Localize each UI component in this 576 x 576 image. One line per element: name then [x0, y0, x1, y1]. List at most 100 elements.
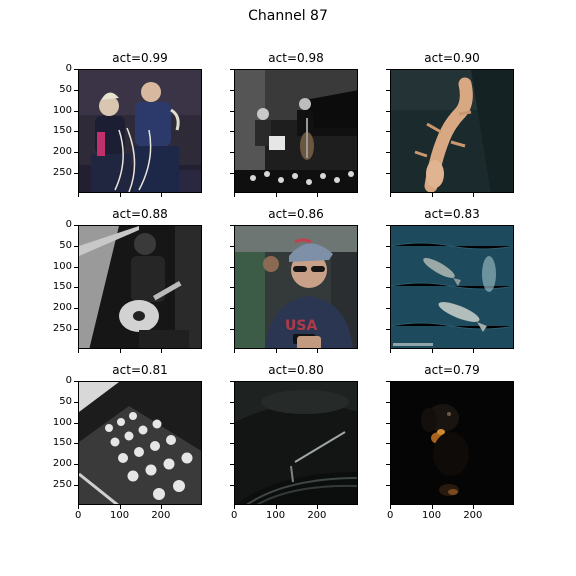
panel: act=0.98 [230, 51, 358, 197]
y-tick [386, 245, 390, 247]
y-tick [230, 245, 234, 247]
y-tick [386, 463, 390, 465]
x-tick [275, 193, 277, 197]
y-tick-label: 200 [52, 457, 72, 469]
y-tick [386, 328, 390, 330]
y-tick [74, 69, 78, 71]
y-tick [386, 401, 390, 403]
dark-machine-closeup-icon [234, 381, 358, 505]
x-tick [160, 349, 162, 353]
panel-title: act=0.79 [424, 363, 480, 377]
y-tick [386, 422, 390, 424]
x-tick [316, 505, 318, 509]
panel-title: act=0.99 [112, 51, 168, 65]
salamander-underwater-icon [390, 69, 514, 193]
x-tick-label: 100 [421, 510, 442, 521]
y-tick [74, 225, 78, 227]
y-tick [230, 69, 234, 71]
y-tick-label: 50 [59, 239, 72, 251]
y-tick-label: 50 [59, 395, 72, 407]
y-tick [74, 287, 78, 289]
y-tick-label: 100 [52, 104, 72, 116]
y-tick [230, 225, 234, 227]
y-tick [230, 484, 234, 486]
y-tick-label: 200 [52, 301, 72, 313]
y-tick [386, 131, 390, 133]
panel-title: act=0.83 [424, 207, 480, 221]
y-tick-label: 100 [52, 416, 72, 428]
x-tick-label: 0 [387, 510, 394, 521]
panel-title: act=0.86 [268, 207, 324, 221]
panel-title: act=0.80 [268, 363, 324, 377]
figure-title: Channel 87 [248, 8, 328, 24]
y-tick [230, 89, 234, 91]
y-tick [386, 172, 390, 174]
x-tick-label: 200 [151, 510, 171, 521]
y-tick-label: 50 [59, 83, 72, 95]
y-tick [230, 172, 234, 174]
y-tick [230, 110, 234, 112]
y-tick-label: 150 [52, 125, 72, 137]
x-tick [390, 505, 392, 509]
x-tick [472, 505, 474, 509]
y-tick [74, 443, 78, 445]
y-tick [74, 172, 78, 174]
y-tick [74, 266, 78, 268]
x-tick [160, 505, 162, 509]
panel: act=0.90 [386, 51, 514, 197]
x-tick [160, 193, 162, 197]
panel: act=0.83 [386, 207, 514, 353]
x-tick [78, 193, 80, 197]
y-tick [74, 328, 78, 330]
piano-cello-concert-icon [234, 69, 358, 193]
x-tick [119, 505, 121, 509]
y-tick [230, 463, 234, 465]
x-tick [78, 505, 80, 509]
x-tick-label: 200 [307, 510, 327, 521]
y-tick [386, 266, 390, 268]
y-tick [230, 422, 234, 424]
panel: act=0.79 0 100 200 [386, 363, 514, 521]
y-tick [74, 245, 78, 247]
y-tick [74, 131, 78, 133]
y-tick [386, 484, 390, 486]
y-tick [74, 110, 78, 112]
x-tick [316, 193, 318, 197]
y-tick [74, 151, 78, 153]
y-tick [386, 110, 390, 112]
panel-title: act=0.81 [112, 363, 168, 377]
whales-aerial-icon [390, 225, 514, 349]
x-tick [472, 193, 474, 197]
y-tick [230, 443, 234, 445]
panel: act=0.99 0 50 100 150 200 250 [53, 51, 202, 197]
y-tick [230, 401, 234, 403]
x-tick-label: 0 [75, 510, 82, 521]
typewriter-keys-icon [78, 381, 202, 505]
y-tick-label: 0 [65, 219, 72, 231]
y-tick-label: 0 [65, 63, 72, 75]
panel: act=0.88 0 50 100 150 200 250 [53, 207, 202, 353]
guitarist-monochrome-icon [78, 225, 202, 349]
x-tick [78, 349, 80, 353]
x-tick [234, 505, 236, 509]
x-tick-label: 200 [463, 510, 483, 521]
y-tick [230, 328, 234, 330]
y-tick [386, 381, 390, 383]
y-tick [74, 463, 78, 465]
y-tick [386, 151, 390, 153]
x-tick [390, 349, 392, 353]
panel-title: act=0.88 [112, 207, 168, 221]
x-tick-label: 100 [265, 510, 286, 521]
y-tick [230, 151, 234, 153]
x-tick [275, 349, 277, 353]
y-tick [74, 307, 78, 309]
panel: act=0.81 0 50 100 150 200 250 0 100 200 [53, 363, 202, 521]
y-tick [74, 484, 78, 486]
y-tick [230, 307, 234, 309]
y-tick [74, 89, 78, 91]
y-tick [230, 131, 234, 133]
y-tick [74, 422, 78, 424]
y-tick [386, 287, 390, 289]
two-men-with-ropes-icon [78, 69, 202, 193]
x-tick [234, 193, 236, 197]
